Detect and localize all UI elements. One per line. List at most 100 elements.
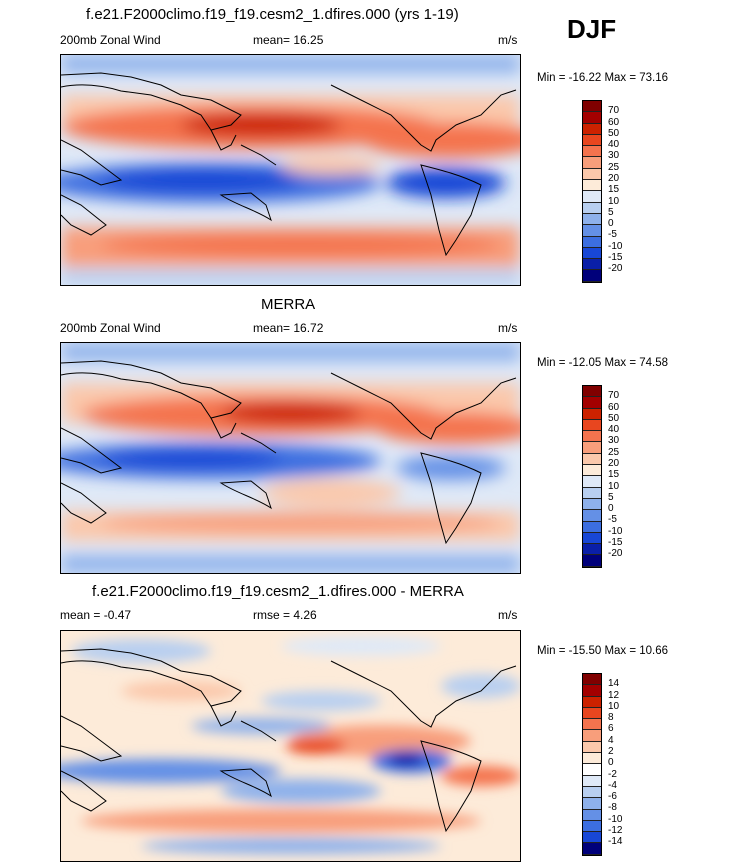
colorbar-swatch (583, 202, 601, 214)
colorbar-swatch (583, 476, 601, 488)
panel1-minmax: Min = -16.22 Max = 73.16 (537, 72, 669, 84)
panel2-colorbar-tick: 5 (608, 492, 614, 503)
colorbar-swatch (583, 180, 601, 192)
colorbar-swatch (583, 555, 601, 567)
colorbar-swatch (583, 134, 601, 147)
panel2-colorbar-tick: 70 (608, 390, 620, 401)
colorbar-swatch (583, 820, 601, 833)
panel3-rmse: rmse = 4.26 (253, 608, 317, 622)
panel1-colorbar-swatches (582, 100, 602, 283)
colorbar-swatch (583, 798, 601, 810)
panel3-colorbar-tick: -14 (608, 836, 623, 847)
colorbar-swatch (583, 719, 601, 731)
colorbar-swatch (583, 498, 601, 511)
panel2-mean: mean= 16.72 (253, 321, 324, 335)
colorbar-swatch (583, 741, 601, 754)
colorbar-swatch (583, 775, 601, 787)
colorbar-swatch (583, 397, 601, 409)
panel2-colorbar-tick: 60 (608, 402, 620, 413)
panel1-mean: mean= 16.25 (253, 33, 324, 47)
panel3-colorbar-tick: 14 (608, 678, 620, 689)
panel3-colorbar-tick: -4 (608, 780, 617, 791)
panel1-colorbar-tick: 10 (608, 196, 620, 207)
colorbar-swatch (583, 442, 601, 454)
panel2-colorbar-tick: 25 (608, 447, 620, 458)
colorbar-swatch (583, 191, 601, 203)
colorbar-swatch (583, 236, 601, 248)
colorbar-swatch (583, 764, 601, 776)
panel2-colorbar-tick: -20 (608, 548, 623, 559)
colorbar-swatch (583, 123, 601, 135)
panel3-colorbar-swatches (582, 673, 602, 856)
panel1-colorbar-tick: 25 (608, 162, 620, 173)
colorbar-swatch (583, 146, 601, 158)
colorbar-swatch (583, 532, 601, 545)
panel1-colorbar-tick: -5 (608, 229, 617, 240)
panel1-title: f.e21.F2000climo.f19_f19.cesm2_1.dfires.… (86, 6, 459, 23)
panel1-colorbar-tick: 20 (608, 173, 620, 184)
colorbar-swatch (583, 809, 601, 821)
panel3-colorbar-tick: -6 (608, 791, 617, 802)
colorbar-swatch (583, 259, 601, 271)
colorbar-swatch (583, 544, 601, 556)
panel1-colorbar-tick: 15 (608, 184, 620, 195)
panel2-minmax: Min = -12.05 Max = 74.58 (537, 357, 669, 369)
panel2-colorbar-tick: 15 (608, 469, 620, 480)
panel1-colorbar-tick: 70 (608, 105, 620, 116)
colorbar-swatch (583, 465, 601, 477)
colorbar-swatch (583, 168, 601, 181)
colorbar-swatch (583, 453, 601, 466)
panel2-units: m/s (498, 321, 518, 335)
panel3-colorbar-tick: 10 (608, 701, 620, 712)
panel3-colorbar-tick: 6 (608, 723, 614, 734)
colorbar-swatch (583, 419, 601, 432)
panel1-colorbar-tick: 0 (608, 218, 614, 229)
panel3-colorbar-tick: 2 (608, 746, 614, 757)
panel1-colorbar-tick: 30 (608, 150, 620, 161)
colorbar-swatch (583, 510, 601, 522)
panel3-mean: mean = -0.47 (60, 608, 132, 622)
panel3-map (60, 630, 521, 862)
panel1-colorbar-tick: 60 (608, 117, 620, 128)
panel2-colorbar-tick: 0 (608, 503, 614, 514)
panel3-colorbar-tick: -10 (608, 814, 623, 825)
panel2-colorbar-tick: 20 (608, 458, 620, 469)
panel1-colorbar-tick: 5 (608, 207, 614, 218)
colorbar-swatch (583, 674, 601, 686)
panel2-variable-label: 200mb Zonal Wind (60, 321, 161, 335)
colorbar-swatch (583, 247, 601, 260)
panel1-colorbar-tick: -10 (608, 241, 623, 252)
panel1-units: m/s (498, 33, 518, 47)
colorbar-swatch (583, 730, 601, 742)
colorbar-swatch (583, 225, 601, 237)
colorbar-swatch (583, 408, 601, 420)
panel3-colorbar-tick: 8 (608, 712, 614, 723)
panel3-colorbar-tick: 4 (608, 735, 614, 746)
panel3-units: m/s (498, 608, 518, 622)
panel3-minmax: Min = -15.50 Max = 10.66 (537, 645, 669, 657)
panel3-colorbar-tick: -8 (608, 802, 617, 813)
panel2-colorbar-swatches (582, 385, 602, 568)
season-label: DJF (567, 14, 617, 44)
colorbar-swatch (583, 685, 601, 697)
colorbar-swatch (583, 386, 601, 398)
panel2-title: MERRA (261, 296, 316, 313)
colorbar-swatch (583, 157, 601, 169)
colorbar-swatch (583, 521, 601, 533)
colorbar-swatch (583, 832, 601, 844)
panel2-map (60, 342, 521, 574)
colorbar-swatch (583, 431, 601, 443)
panel3-title: f.e21.F2000climo.f19_f19.cesm2_1.dfires.… (92, 583, 464, 600)
colorbar-swatch (583, 843, 601, 855)
panel2-colorbar-tick: -10 (608, 526, 623, 537)
panel2-colorbar-tick: -5 (608, 514, 617, 525)
panel2-colorbar-tick: -15 (608, 537, 623, 548)
panel1-colorbar-tick: 40 (608, 139, 620, 150)
panel1-map (60, 54, 521, 286)
panel1-colorbar-tick: 50 (608, 128, 620, 139)
panel3-colorbar-tick: 0 (608, 757, 614, 768)
panel2-colorbar-tick: 50 (608, 413, 620, 424)
panel1-colorbar-tick: -20 (608, 263, 623, 274)
panel1-colorbar-tick: -15 (608, 252, 623, 263)
colorbar-swatch (583, 270, 601, 282)
